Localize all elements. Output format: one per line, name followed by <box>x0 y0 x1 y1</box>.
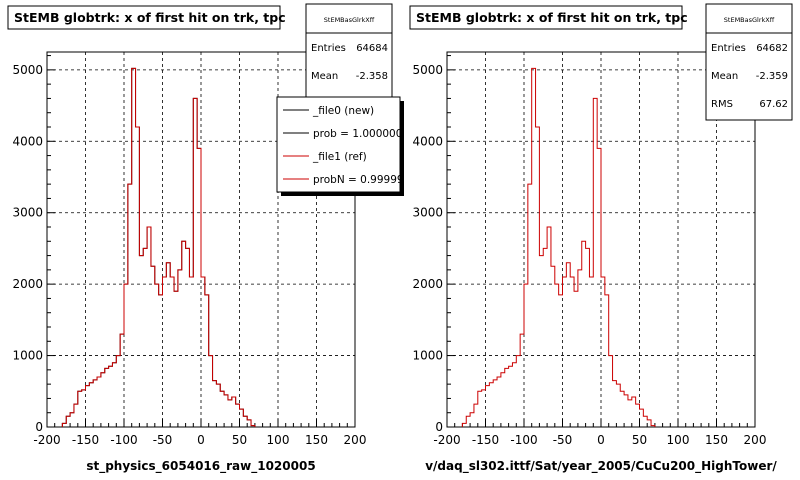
stats-value-entries: 64682 <box>756 43 788 54</box>
right-histogram-panel: -200 -150 -100 -50 0 50 100 150 2000100020003000… <box>409 3 793 474</box>
stats-name: StEMBasGlrkXff <box>324 16 375 24</box>
y-tick-label: 4000 <box>412 134 443 148</box>
legend-label-0: _file0 (new) <box>312 105 374 117</box>
histogram-series-ref <box>461 67 656 427</box>
x-tick-label: -200 <box>33 433 60 447</box>
y-tick-label: 0 <box>435 420 443 434</box>
y-tick-label: 1000 <box>12 349 43 363</box>
y-tick-label: 5000 <box>412 63 443 77</box>
stats-label-rms: RMS <box>711 99 733 110</box>
y-tick-label: 4000 <box>12 134 43 148</box>
x-tick-label: 50 <box>632 433 647 447</box>
x-axis-label: v/daq_sl302.ittf/Sat/year_2005/CuCu200_H… <box>425 459 777 474</box>
title-box <box>7 5 281 30</box>
stats-label-mean: Mean <box>711 71 738 82</box>
stats-box <box>705 3 793 121</box>
y-tick-label: 2000 <box>12 277 43 291</box>
stats-name: StEMBasGlrkXff <box>724 16 775 24</box>
chart-title: StEMB globtrk: x of first hit on trk, tp… <box>14 10 286 25</box>
x-tick-label: 50 <box>232 433 247 447</box>
x-tick-label: 0 <box>597 433 605 447</box>
x-tick-label: 200 <box>744 433 767 447</box>
y-tick-label: 1000 <box>412 349 443 363</box>
x-tick-label: -150 <box>72 433 99 447</box>
legend-label-3: probN = 0.99999 <box>313 174 404 186</box>
y-tick-label: 0 <box>35 420 43 434</box>
y-tick-label: 3000 <box>412 206 443 220</box>
x-tick-label: 150 <box>705 433 728 447</box>
x-tick-label: -50 <box>553 433 573 447</box>
x-tick-label: 150 <box>305 433 328 447</box>
legend-box <box>276 96 401 193</box>
x-tick-label: 0 <box>197 433 205 447</box>
x-tick-label: -50 <box>153 433 173 447</box>
x-tick-label: 100 <box>667 433 690 447</box>
y-tick-label: 3000 <box>12 206 43 220</box>
x-tick-label: -200 <box>433 433 460 447</box>
x-tick-label: -150 <box>472 433 499 447</box>
stats-value-rms: 67.62 <box>759 99 788 110</box>
x-tick-label: 100 <box>267 433 290 447</box>
left-histogram-panel: -200 -150 -100 -50 0 50 100 150 2000100020003000… <box>7 3 404 474</box>
stats-value-mean: -2.358 <box>356 71 388 82</box>
chart-title: StEMB globtrk: x of first hit on trk, tp… <box>416 10 688 25</box>
legend-label-2: _file1 (ref) <box>312 151 367 163</box>
x-tick-label: 200 <box>344 433 367 447</box>
histogram-series-ref <box>61 67 256 427</box>
stats-value-mean: -2.359 <box>756 71 788 82</box>
title-box <box>409 5 683 30</box>
stats-value-entries: 64684 <box>356 43 388 54</box>
x-tick-label: -100 <box>110 433 137 447</box>
x-tick-label: -100 <box>510 433 537 447</box>
x-axis-label: st_physics_6054016_raw_1020005 <box>86 459 315 474</box>
stats-label-entries: Entries <box>711 43 746 54</box>
stats-label-entries: Entries <box>311 43 346 54</box>
stats-label-mean: Mean <box>311 71 338 82</box>
y-tick-label: 5000 <box>12 63 43 77</box>
legend-label-1: prob = 1.000000 <box>313 128 402 140</box>
y-tick-label: 2000 <box>412 277 443 291</box>
